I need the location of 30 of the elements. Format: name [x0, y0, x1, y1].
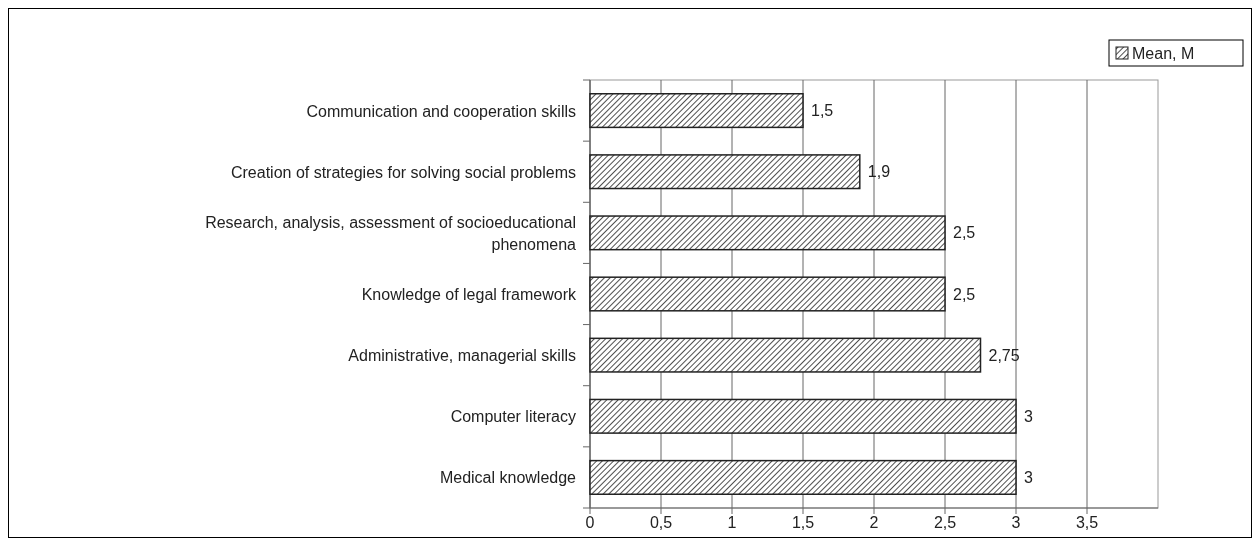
legend-label: Mean, M [1132, 44, 1195, 62]
bar [589, 276, 946, 312]
x-tick-label: 3,5 [1075, 514, 1099, 531]
data-label: 1,5 [811, 102, 834, 120]
x-tick-label: 3 [1011, 514, 1021, 531]
y-tick-label: Creation of strategies for solving social problems [230, 163, 576, 181]
data-label: 2,75 [988, 346, 1020, 364]
bar [589, 215, 946, 251]
y-tick-label: Communication and cooperation skills [306, 102, 576, 120]
data-label: 3 [1024, 407, 1033, 425]
data-label: 2,5 [953, 285, 976, 303]
x-tick-label: 1 [727, 514, 737, 531]
bar [589, 459, 1017, 495]
bar [589, 337, 982, 373]
y-tick-label: Research, analysis, assessment of socioeducational phenomena [205, 213, 577, 253]
x-tick-label: 0 [585, 514, 595, 531]
y-tick-label: Administrative, managerial skills [348, 346, 576, 364]
x-tick-label: 2,5 [933, 514, 957, 531]
bar [589, 154, 861, 190]
bar [589, 398, 1017, 434]
data-label: 2,5 [953, 224, 976, 242]
x-tick-label: 1,5 [791, 514, 815, 531]
y-tick-label: Computer literacy [450, 407, 576, 425]
x-tick-label: 2 [869, 514, 879, 531]
x-tick-label: 0,5 [649, 514, 673, 531]
y-tick-label: Medical knowledge [439, 468, 577, 486]
data-label: 1,9 [867, 163, 891, 181]
data-label: 3 [1024, 468, 1033, 486]
y-tick-label: Knowledge of legal framework [361, 285, 577, 303]
bar [589, 93, 804, 129]
